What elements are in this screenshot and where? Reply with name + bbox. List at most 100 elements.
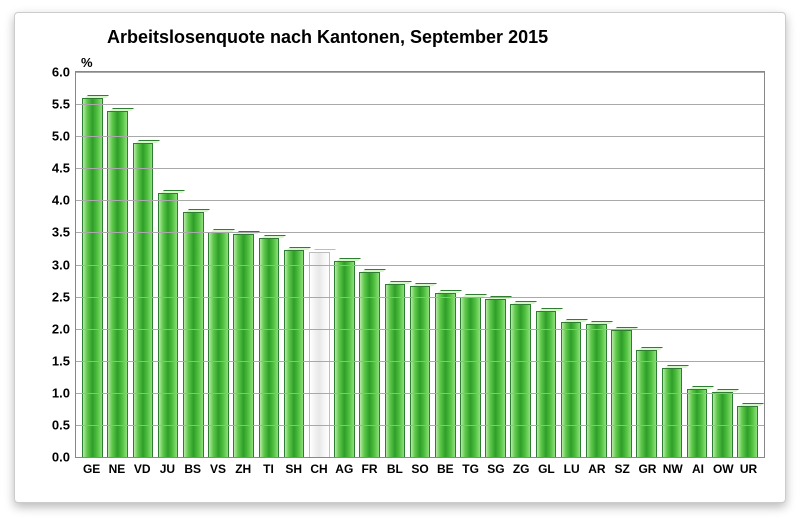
y-tick-label: 6.0 [52,65,76,80]
grid-line [76,168,764,169]
bar [586,324,607,457]
x-tick-label: LU [559,462,584,482]
bar-front [586,324,607,457]
grid-line [76,361,764,362]
grid-line [76,104,764,105]
bar [82,98,103,457]
y-tick-label: 2.5 [52,289,76,304]
bar [359,272,380,457]
bar-front [561,322,582,457]
bar-top [388,281,412,284]
x-tick-label: OW [711,462,736,482]
grid-line [76,393,764,394]
bar [737,406,758,457]
y-tick-label: 5.0 [52,129,76,144]
bar-front [107,111,128,458]
bar-top [589,321,613,324]
bar-front [536,311,557,457]
grid-line [76,136,764,137]
grid-line [76,425,764,426]
grid-line [76,200,764,201]
y-tick-label: 0.5 [52,417,76,432]
bar-front [133,143,154,457]
y-tick-label: 3.0 [52,257,76,272]
x-tick-label: NE [104,462,129,482]
x-tick-label: UR [736,462,761,482]
bar-front [233,234,254,457]
y-tick-label: 3.5 [52,225,76,240]
x-tick-label: BE [433,462,458,482]
bar-front [208,232,229,457]
bar-front [309,252,330,457]
bar-top [85,95,109,98]
bar [510,304,531,457]
x-tick-label: VD [130,462,155,482]
bar-top [337,258,361,261]
bar [536,311,557,457]
bar-top [740,403,764,406]
y-tick-label: 2.0 [52,321,76,336]
bar [334,261,355,457]
grid-line [76,329,764,330]
x-tick-label: ZG [509,462,534,482]
bar [460,297,481,457]
x-tick-label: CH [306,462,331,482]
bar-front [284,250,305,457]
y-tick-label: 0.0 [52,450,76,465]
x-tick-label: AG [332,462,357,482]
bar [133,143,154,457]
x-tick-label: GE [79,462,104,482]
bar [410,286,431,457]
bar-top [136,140,160,143]
grid-line [76,232,764,233]
bar [107,111,128,458]
bar-front [510,304,531,457]
bar-top [413,283,437,286]
x-tick-label: NW [660,462,685,482]
bar-front [359,272,380,457]
y-tick-label: 4.0 [52,193,76,208]
bar-top [513,301,537,304]
y-unit-label: % [81,55,93,70]
bar-front [737,406,758,457]
bar [208,232,229,457]
bar [385,284,406,457]
bar-front [183,212,204,457]
bar-top [438,290,462,293]
bar [662,368,683,457]
bar [485,299,506,457]
bar-top [715,389,739,392]
y-tick-label: 5.5 [52,97,76,112]
bar-top [312,249,336,252]
bar-top [690,386,714,389]
x-tick-label: BL [382,462,407,482]
x-tick-label: SZ [610,462,635,482]
y-tick-label: 1.5 [52,353,76,368]
x-tick-label: ZH [231,462,256,482]
x-tick-label: VS [205,462,230,482]
x-tick-label: GR [635,462,660,482]
bar [233,234,254,457]
plot-area: 0.00.51.01.52.02.53.03.54.04.55.05.56.0 [75,71,765,458]
bar-front [485,299,506,457]
x-tick-label: TG [458,462,483,482]
bar-top [539,308,563,311]
bar [435,293,456,457]
y-tick-label: 4.5 [52,161,76,176]
x-tick-label: SH [281,462,306,482]
bar-top [287,247,311,250]
grid-line [76,265,764,266]
bar [309,252,330,457]
bar-front [460,297,481,457]
x-tick-label: JU [155,462,180,482]
bar-top [362,269,386,272]
bar-top [262,235,286,238]
bar-front [662,368,683,457]
bar-front [687,389,708,457]
x-tick-label: TI [256,462,281,482]
bar-front [82,98,103,457]
bar [561,322,582,457]
bar [284,250,305,457]
bar-front [435,293,456,457]
bar [183,212,204,457]
